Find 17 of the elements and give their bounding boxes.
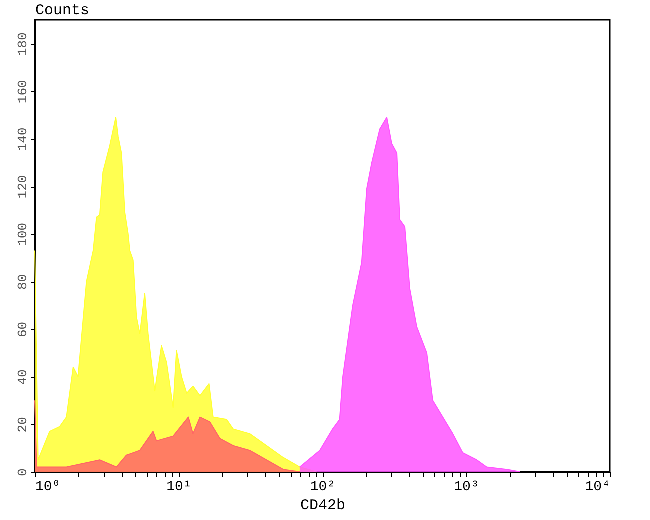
y-tick-label: 140: [16, 128, 30, 152]
y-tick-label: 40: [16, 370, 30, 386]
x-tick-label: 10²: [310, 480, 336, 496]
x-axis-title: CD42b: [300, 498, 346, 514]
y-axis-title: Counts: [36, 2, 90, 20]
x-tick-label: 10⁴: [585, 480, 610, 496]
y-tick-label: 120: [16, 175, 30, 199]
y-tick-label: 100: [16, 222, 30, 246]
y-tick-label: 80: [16, 274, 30, 290]
x-tick-label: 10³: [454, 480, 480, 496]
y-tick-label: 180: [16, 32, 30, 56]
y-tick-label: 20: [16, 417, 30, 433]
y-tick-label: 160: [16, 80, 30, 104]
x-tick-label: 10¹: [166, 480, 192, 496]
x-tick-label: 10⁰: [36, 480, 61, 496]
y-tick-label: 0: [16, 468, 30, 476]
y-tick-label: 60: [16, 322, 30, 338]
